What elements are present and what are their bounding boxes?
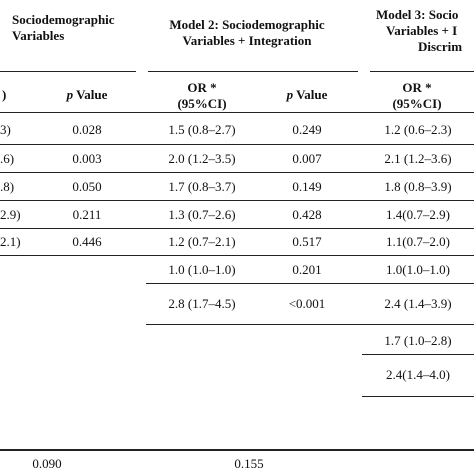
- model2-title: Model 2: Sociodemographic Variables + In…: [152, 17, 342, 49]
- model3-title-line2: Variables + I: [386, 23, 458, 38]
- m2-p-cell: 0.517: [292, 234, 322, 249]
- m1-or-cell: .6): [0, 151, 15, 166]
- p-value-text: Value: [73, 87, 108, 102]
- header-rule-model2: [148, 71, 358, 72]
- m1-or-cell: .8): [0, 179, 15, 194]
- row-rule: [146, 283, 474, 284]
- col-header-p-value-m1: p Value: [42, 87, 132, 103]
- p-italic: p: [286, 87, 294, 102]
- p-value-text: Value: [293, 87, 328, 102]
- footer-m1-value: 0.090: [32, 456, 62, 471]
- row-rule: [0, 172, 474, 173]
- model1-title-line2: Variables: [12, 28, 65, 43]
- m1-or-cell: 2.9): [0, 207, 21, 222]
- row-rule: [146, 324, 474, 325]
- column-header-rule: [0, 112, 474, 113]
- m2-or-cell: 1.2 (0.7–2.1): [168, 234, 236, 249]
- m3-or-cell: 2.1 (1.2–3.6): [384, 151, 452, 166]
- m2-or-cell: 1.7 (0.8–3.7): [168, 179, 236, 194]
- m1-or-cell: 3): [0, 122, 11, 137]
- model2-title-line1: Model 2: Sociodemographic: [169, 17, 325, 32]
- m1-p-cell: 0.003: [72, 151, 102, 166]
- m1-p-cell: 0.446: [72, 234, 102, 249]
- model3-title: Model 3: Socio Variables + I Discrim: [376, 7, 462, 55]
- p-italic: p: [66, 87, 74, 102]
- ci-label: (95%CI): [177, 96, 227, 111]
- row-rule: [0, 144, 474, 145]
- m2-p-cell: 0.428: [292, 207, 322, 222]
- footer-rule: [0, 449, 474, 451]
- m3-or-cell: 1.7 (1.0–2.8): [384, 333, 452, 348]
- col-header-or-fragment: ): [2, 87, 7, 102]
- m1-p-cell: 0.211: [72, 207, 102, 222]
- or-label: OR *: [402, 80, 432, 95]
- model2-title-line2: Variables + Integration: [182, 33, 312, 48]
- m3-or-cell: 1.2 (0.6–2.3): [384, 122, 452, 137]
- m2-p-cell: 0.149: [292, 179, 322, 194]
- header-rule-model1: [0, 71, 136, 72]
- m3-or-cell: 2.4 (1.4–3.9): [384, 296, 452, 311]
- m2-p-cell: 0.249: [292, 122, 322, 137]
- footer-m2-value: 0.155: [234, 456, 264, 471]
- ci-label: (95%CI): [392, 96, 442, 111]
- model1-title-line1: Sociodemographic: [12, 12, 115, 27]
- model3-title-line3: Discrim: [418, 39, 463, 54]
- m2-or-cell: 1.0 (1.0–1.0): [168, 262, 236, 277]
- m2-p-cell: <0.001: [288, 296, 326, 311]
- or-label: OR *: [187, 80, 217, 95]
- header-rule-model3: [370, 71, 474, 72]
- row-rule: [0, 200, 474, 201]
- row-rule: [362, 354, 474, 355]
- row-rule: [0, 228, 474, 229]
- col-header-p-value-m2: p Value: [262, 87, 352, 103]
- m2-or-cell: 2.0 (1.2–3.5): [168, 151, 236, 166]
- m1-or-cell: 2.1): [0, 234, 21, 249]
- model3-title-line1: Model 3: Socio: [376, 7, 459, 22]
- col-header-or-m2: OR * (95%CI): [156, 80, 248, 112]
- m3-or-cell: 1.4(0.7–2.9): [386, 207, 450, 222]
- row-rule: [362, 396, 474, 397]
- m1-p-cell: 0.028: [72, 122, 102, 137]
- col-header-or-m3: OR * (95%CI): [372, 80, 462, 112]
- row-rule: [0, 255, 474, 256]
- m2-p-cell: 0.201: [292, 262, 322, 277]
- m2-or-cell: 1.5 (0.8–2.7): [168, 122, 236, 137]
- m3-or-cell: 2.4(1.4–4.0): [386, 367, 450, 382]
- m2-or-cell: 1.3 (0.7–2.6): [168, 207, 236, 222]
- m2-p-cell: 0.007: [292, 151, 322, 166]
- m1-p-cell: 0.050: [72, 179, 102, 194]
- m3-or-cell: 1.1(0.7–2.0): [386, 234, 450, 249]
- m3-or-cell: 1.0(1.0–1.0): [386, 262, 450, 277]
- model1-title: Sociodemographic Variables: [12, 12, 115, 44]
- m2-or-cell: 2.8 (1.7–4.5): [168, 296, 236, 311]
- m3-or-cell: 1.8 (0.8–3.9): [384, 179, 452, 194]
